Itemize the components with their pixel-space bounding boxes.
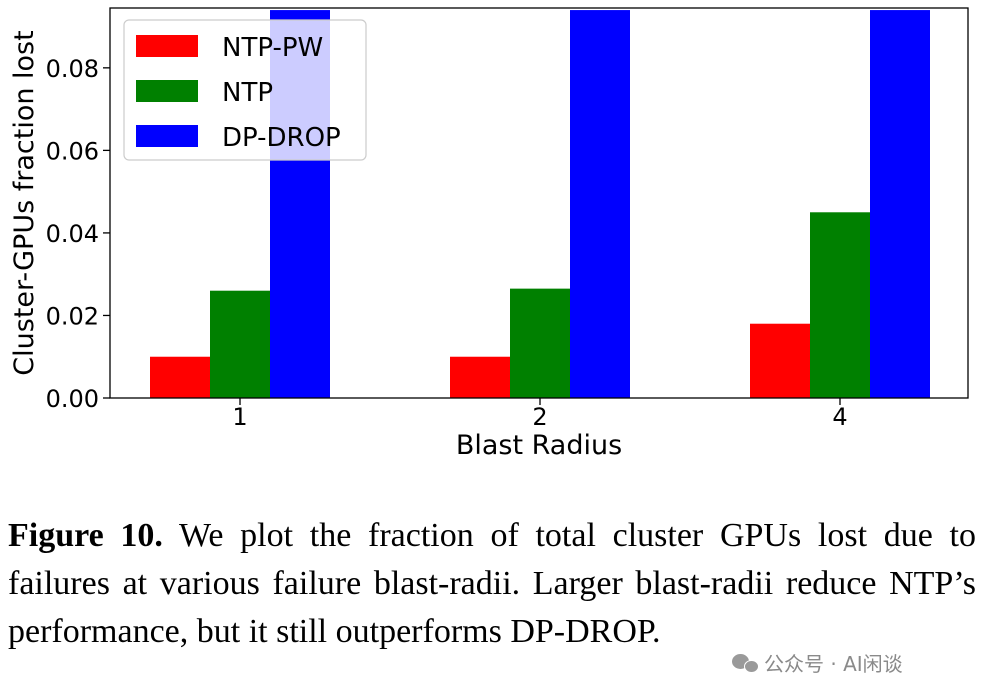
bar-ntp-pw-1 [150, 356, 210, 398]
y-tick-label: 0.08 [46, 55, 99, 83]
figure-caption: Figure 10. We plot the fraction of total… [8, 512, 976, 656]
x-axis-ticks: 1 2 4 [232, 398, 848, 431]
bar-ntp-1 [210, 290, 270, 398]
y-axis-label: Cluster-GPUs fraction lost [9, 30, 40, 375]
plot-frame [109, 7, 969, 399]
watermark-text: 公众号 · AI闲谈 [764, 652, 903, 676]
legend-items: NTP-PW NTP DP-DROP [136, 33, 341, 153]
bar-chart: NTP-PW NTP DP-DROP 0.00 0.02 0.04 0.06 0.08 1 2… [9, 7, 969, 461]
bar-ntp-2 [510, 288, 570, 398]
x-axis-label: Blast Radius [456, 430, 622, 461]
legend-label-ntp-pw: NTP-PW [222, 33, 323, 63]
bar-ntp-4 [810, 212, 870, 398]
y-tick-label: 0.06 [46, 137, 99, 165]
y-tick-label: 0.04 [46, 220, 99, 248]
x-tick-label: 1 [232, 403, 247, 431]
caption-figure-label: Figure 10. [8, 517, 163, 554]
bar-ntp-pw-4 [750, 323, 810, 398]
bar-dp-drop-4 [870, 10, 930, 399]
legend-swatch-dp-drop [136, 125, 198, 147]
legend-label-dp-drop: DP-DROP [222, 123, 341, 153]
legend-label-ntp: NTP [222, 78, 273, 108]
bars-group [150, 10, 930, 399]
legend-swatch-ntp-pw [136, 35, 198, 57]
y-tick-label: 0.02 [46, 302, 99, 330]
y-tick-label: 0.00 [46, 385, 99, 413]
legend-swatch-ntp [136, 80, 198, 102]
bar-ntp-pw-2 [450, 356, 510, 398]
watermark: 公众号 · AI闲谈 [732, 648, 903, 677]
legend: NTP-PW NTP DP-DROP [123, 19, 367, 161]
y-axis-ticks: 0.00 0.02 0.04 0.06 0.08 [46, 55, 110, 413]
x-tick-label: 4 [832, 403, 847, 431]
wechat-icon [732, 653, 759, 673]
x-tick-label: 2 [532, 403, 547, 431]
caption-text: We plot the fraction of total cluster GP… [8, 517, 976, 650]
bar-dp-drop-2 [570, 10, 630, 399]
